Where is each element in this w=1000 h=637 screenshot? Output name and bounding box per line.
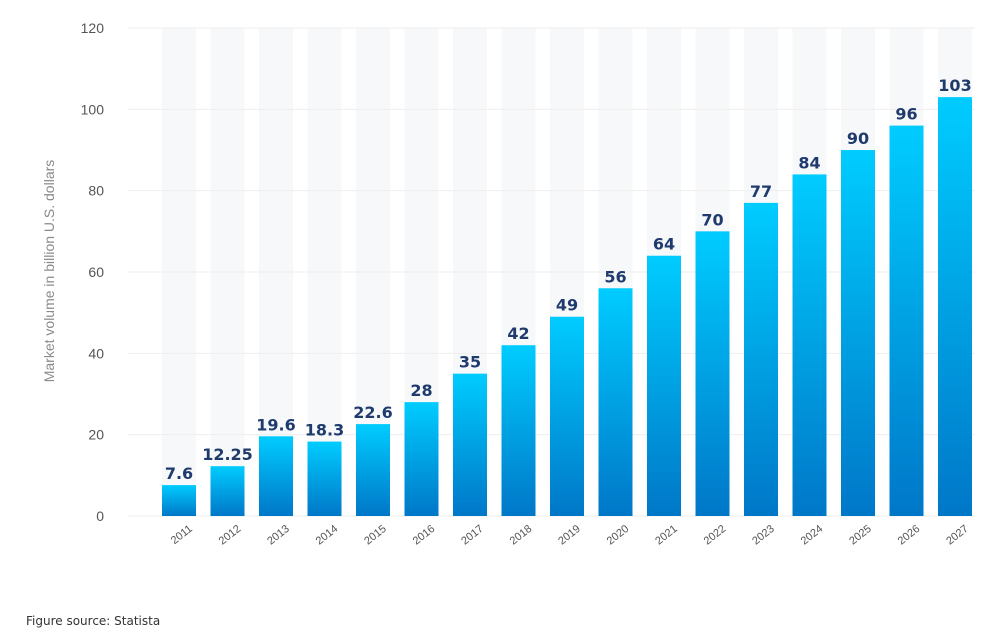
y-tick-label: 20 — [88, 427, 104, 443]
x-tick-label: 2020 — [605, 523, 632, 548]
x-tick-label: 2016 — [411, 523, 438, 548]
x-tick-label: 2022 — [702, 523, 729, 548]
x-tick-label: 2018 — [508, 523, 535, 548]
x-tick-label: 2017 — [459, 523, 486, 548]
data-label: 7.6 — [165, 464, 193, 483]
y-axis-label: Market volume in billion U.S. dollars — [41, 160, 57, 383]
bar — [550, 316, 584, 516]
x-tick-label: 2014 — [314, 523, 341, 548]
bar — [501, 345, 536, 516]
data-label: 49 — [556, 296, 578, 315]
y-tick-label: 100 — [81, 101, 105, 117]
y-tick-label: 120 — [81, 20, 105, 36]
data-label: 19.6 — [256, 415, 295, 434]
bar — [404, 402, 439, 516]
data-label: 84 — [798, 153, 820, 172]
x-tick-label: 2023 — [750, 523, 777, 548]
y-tick-label: 0 — [96, 508, 104, 524]
bar — [938, 97, 972, 516]
bar — [356, 424, 390, 516]
y-tick-label: 40 — [88, 345, 104, 361]
x-tick-label: 2012 — [217, 523, 244, 548]
bar — [307, 441, 342, 516]
bar — [744, 202, 778, 516]
x-tick-label: 2024 — [799, 523, 826, 548]
y-axis-ticks: 0 20 40 60 80 100 120 — [81, 20, 105, 524]
x-tick-label: 2027 — [944, 523, 971, 548]
data-label: 12.25 — [202, 445, 253, 464]
bar — [841, 150, 875, 516]
x-axis-ticks: 2011 2012 2013 2014 2015 2016 2017 2018 2019 2020… — [169, 523, 971, 548]
x-tick-label: 2026 — [896, 523, 923, 548]
bar — [453, 373, 487, 516]
data-label: 90 — [847, 129, 869, 148]
data-label: 103 — [938, 76, 971, 95]
data-label: 56 — [604, 267, 626, 286]
y-tick-label: 80 — [88, 183, 104, 199]
bar — [598, 288, 633, 516]
x-tick-label: 2019 — [556, 523, 583, 548]
bar — [210, 466, 245, 516]
data-label: 42 — [507, 324, 529, 343]
x-tick-label: 2025 — [847, 523, 874, 548]
bar — [792, 174, 827, 516]
bar — [889, 125, 924, 516]
data-label: 28 — [410, 381, 432, 400]
figure-source: Figure source: Statista — [26, 614, 161, 628]
data-label: 77 — [750, 182, 772, 201]
data-label: 70 — [701, 210, 723, 229]
bars — [162, 97, 972, 517]
data-label: 18.3 — [305, 421, 344, 440]
bar — [695, 231, 730, 517]
x-tick-label: 2011 — [169, 523, 195, 547]
data-label: 64 — [653, 235, 675, 254]
data-label: 96 — [895, 105, 917, 124]
x-tick-label: 2013 — [265, 523, 292, 548]
y-tick-label: 60 — [88, 264, 104, 280]
data-label: 22.6 — [353, 403, 392, 422]
bar — [647, 255, 681, 516]
data-label: 35 — [459, 353, 481, 372]
x-tick-label: 2021 — [653, 523, 680, 548]
bar — [259, 436, 293, 516]
x-tick-label: 2015 — [362, 523, 389, 548]
bar — [162, 485, 196, 516]
